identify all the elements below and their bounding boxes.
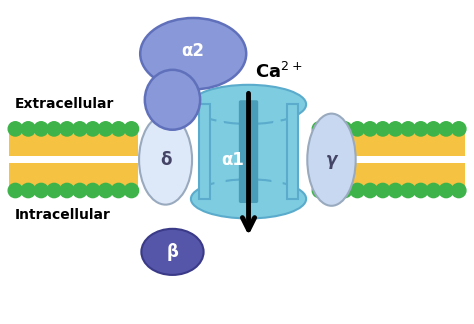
Circle shape <box>401 183 415 198</box>
Circle shape <box>414 183 428 198</box>
Circle shape <box>350 183 365 198</box>
Text: Intracellular: Intracellular <box>15 208 111 222</box>
Circle shape <box>312 183 327 198</box>
Circle shape <box>375 122 390 136</box>
Circle shape <box>312 122 327 136</box>
Circle shape <box>350 122 365 136</box>
Circle shape <box>452 183 466 198</box>
Circle shape <box>47 183 61 198</box>
Circle shape <box>124 122 138 136</box>
FancyBboxPatch shape <box>199 104 210 199</box>
Circle shape <box>426 183 441 198</box>
Circle shape <box>21 183 36 198</box>
Circle shape <box>86 183 100 198</box>
FancyBboxPatch shape <box>287 104 298 199</box>
Ellipse shape <box>271 112 283 207</box>
Circle shape <box>8 122 22 136</box>
Circle shape <box>452 122 466 136</box>
Bar <box>9 163 138 186</box>
Circle shape <box>388 183 402 198</box>
FancyBboxPatch shape <box>239 100 258 203</box>
Ellipse shape <box>140 18 246 89</box>
Circle shape <box>73 122 87 136</box>
Circle shape <box>111 122 126 136</box>
Ellipse shape <box>307 114 356 206</box>
Circle shape <box>34 122 48 136</box>
Circle shape <box>86 122 100 136</box>
Text: α1: α1 <box>221 151 244 169</box>
Circle shape <box>47 122 61 136</box>
FancyBboxPatch shape <box>202 104 295 199</box>
Circle shape <box>99 183 113 198</box>
Circle shape <box>363 183 377 198</box>
Circle shape <box>439 122 453 136</box>
Ellipse shape <box>191 179 306 218</box>
Circle shape <box>8 183 22 198</box>
Text: Ca$^{2+}$: Ca$^{2+}$ <box>255 62 303 82</box>
Bar <box>9 134 138 156</box>
Text: Extracellular: Extracellular <box>15 98 114 111</box>
Circle shape <box>325 183 339 198</box>
Text: α2: α2 <box>182 42 205 60</box>
Bar <box>313 134 465 156</box>
Circle shape <box>111 183 126 198</box>
Circle shape <box>414 122 428 136</box>
Text: γ: γ <box>326 151 337 169</box>
Circle shape <box>60 122 74 136</box>
Text: δ: δ <box>160 151 171 169</box>
Circle shape <box>401 122 415 136</box>
Ellipse shape <box>191 85 306 124</box>
Circle shape <box>363 122 377 136</box>
Circle shape <box>439 183 453 198</box>
Ellipse shape <box>141 229 204 275</box>
Circle shape <box>34 183 48 198</box>
Ellipse shape <box>145 70 200 130</box>
Circle shape <box>21 122 36 136</box>
Circle shape <box>337 183 352 198</box>
Circle shape <box>426 122 441 136</box>
Text: β: β <box>166 243 178 261</box>
Ellipse shape <box>213 112 227 207</box>
Ellipse shape <box>139 115 192 205</box>
Circle shape <box>73 183 87 198</box>
Bar <box>313 163 465 186</box>
Circle shape <box>99 122 113 136</box>
Circle shape <box>375 183 390 198</box>
Circle shape <box>60 183 74 198</box>
Circle shape <box>325 122 339 136</box>
Circle shape <box>388 122 402 136</box>
Circle shape <box>337 122 352 136</box>
Circle shape <box>124 183 138 198</box>
